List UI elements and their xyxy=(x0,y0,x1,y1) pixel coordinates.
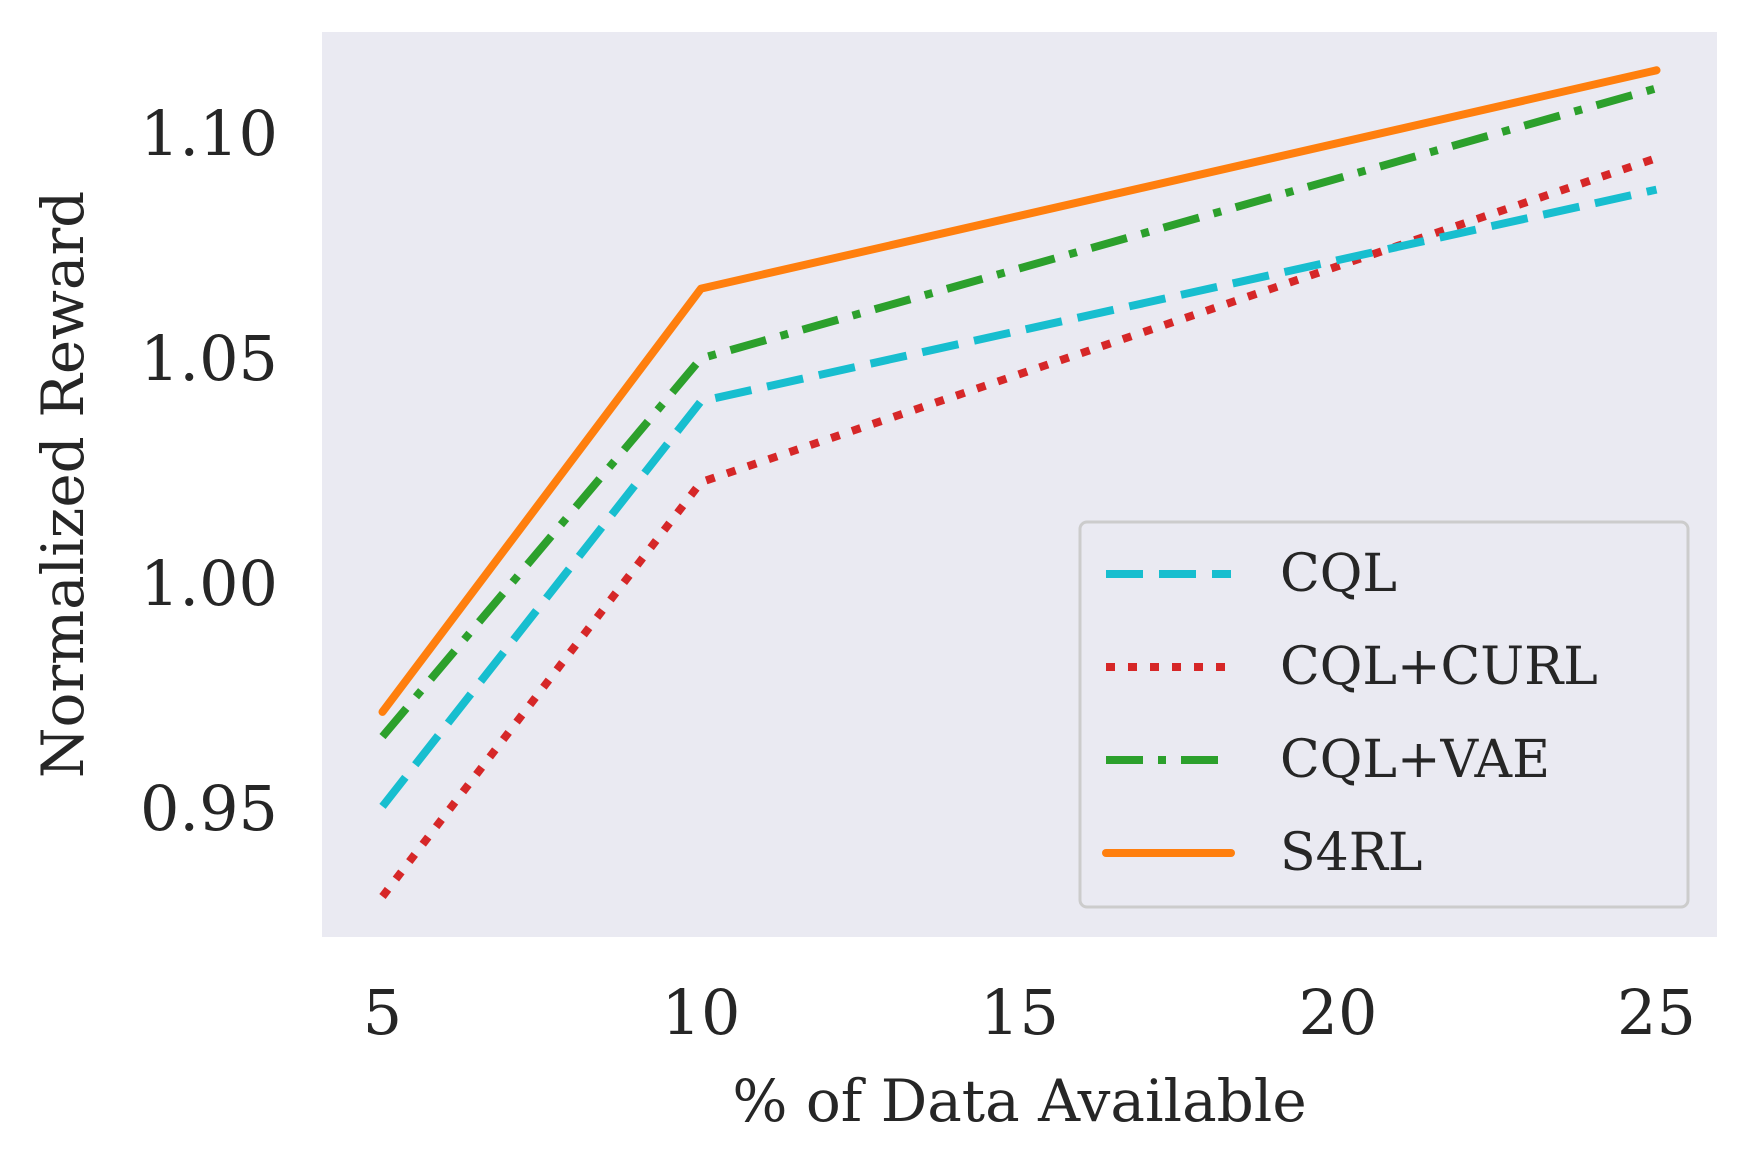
x-tick-label: 25 xyxy=(1617,976,1696,1049)
y-tick-label: 0.95 xyxy=(140,772,278,845)
y-axis: 0.95 1.00 1.05 1.10 xyxy=(140,97,278,845)
legend-label-cql-vae: CQL+VAE xyxy=(1280,730,1550,790)
legend-label-s4rl: S4RL xyxy=(1280,823,1422,883)
series-line-cql xyxy=(379,185,1658,809)
series-layer xyxy=(378,66,1661,899)
x-tick-label: 5 xyxy=(363,976,402,1049)
series-line-cql-vae xyxy=(379,84,1658,740)
x-axis-title: % of Data Available xyxy=(732,1067,1306,1135)
series-line-s4rl xyxy=(378,66,1661,716)
x-tick-label: 10 xyxy=(662,976,741,1049)
y-tick-label: 1.10 xyxy=(140,97,278,170)
y-tick-label: 1.05 xyxy=(140,322,278,395)
y-axis-title: Normalized Reward xyxy=(29,191,97,779)
x-tick-label: 20 xyxy=(1299,976,1378,1049)
legend-box xyxy=(1078,520,1690,909)
x-tick-label: 15 xyxy=(980,976,1059,1049)
legend-label-cql-curl: CQL+CURL xyxy=(1280,637,1598,697)
series-line-cql-curl xyxy=(379,154,1658,899)
x-axis: 5 10 15 20 25 xyxy=(363,976,1696,1049)
legend-label-cql: CQL xyxy=(1280,544,1397,604)
legend: CQL CQL+CURL CQL+VAE S4RL xyxy=(1078,520,1690,909)
y-tick-label: 1.00 xyxy=(140,547,278,620)
